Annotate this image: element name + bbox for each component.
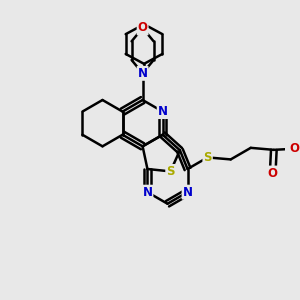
Text: O: O bbox=[268, 167, 278, 179]
Text: O: O bbox=[290, 142, 300, 155]
Text: S: S bbox=[203, 151, 212, 164]
Text: N: N bbox=[138, 67, 148, 80]
Text: N: N bbox=[142, 186, 152, 199]
Text: N: N bbox=[183, 186, 193, 199]
Text: N: N bbox=[158, 105, 168, 118]
Text: O: O bbox=[138, 22, 148, 34]
Text: S: S bbox=[166, 165, 175, 178]
